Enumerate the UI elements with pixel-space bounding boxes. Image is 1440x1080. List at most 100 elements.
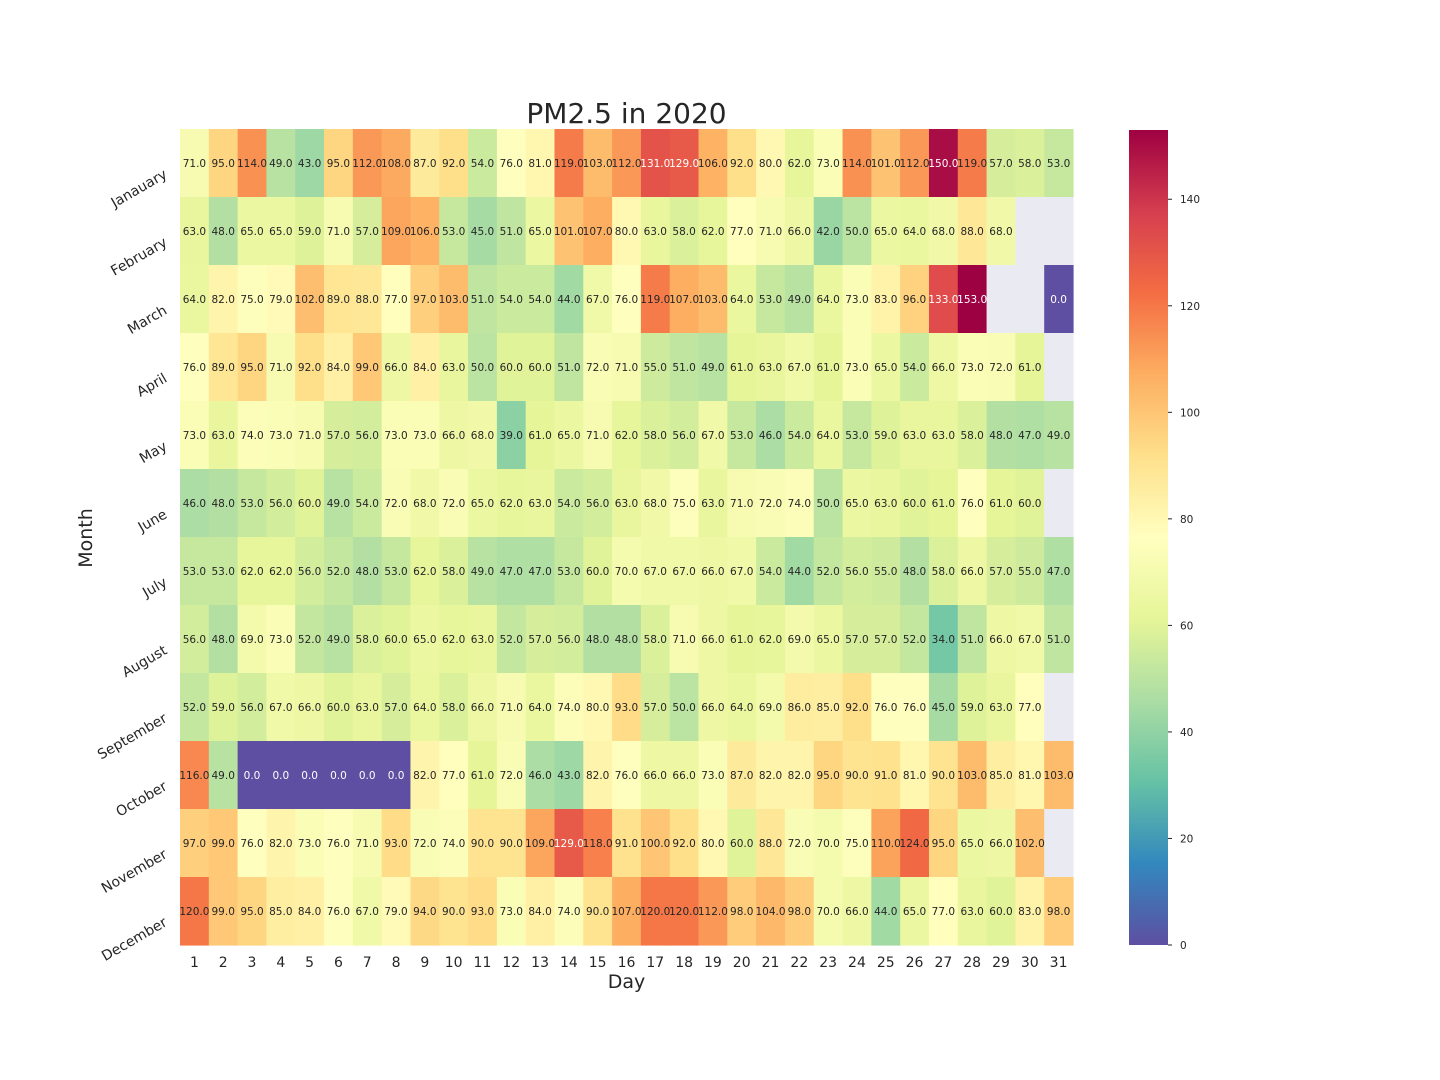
- y-tick-label: June: [135, 507, 170, 537]
- heatmap-cell: [784, 469, 815, 538]
- colorbar-tick-label: 80: [1180, 514, 1193, 526]
- heatmap-cell: [410, 877, 440, 946]
- heatmap-cell-label: 53.0: [845, 430, 868, 442]
- heatmap-cell: [842, 537, 872, 606]
- heatmap-cell-label: 49.0: [788, 294, 811, 306]
- heatmap-cell-label: 51.0: [1047, 634, 1070, 646]
- heatmap-cell-label: 47.0: [1018, 430, 1041, 442]
- heatmap-cell: [640, 741, 671, 810]
- heatmap-cell: [957, 265, 988, 334]
- heatmap-cell-label: 47.0: [528, 566, 551, 578]
- heatmap-cell: [957, 537, 988, 606]
- heatmap-cell: [525, 673, 556, 742]
- heatmap-cell-label: 65.0: [269, 226, 292, 238]
- heatmap-cell-label: 73.0: [845, 294, 868, 306]
- heatmap-cell: [842, 401, 872, 470]
- heatmap-cell-label: 63.0: [615, 498, 638, 510]
- heatmap-cell: [784, 877, 815, 946]
- heatmap-cell-label: 56.0: [298, 566, 321, 578]
- heatmap-cell-label: 77.0: [932, 906, 955, 918]
- heatmap-cell-label: 50.0: [816, 498, 839, 510]
- heatmap-cell-label: 64.0: [816, 430, 839, 442]
- heatmap-cell: [669, 129, 700, 198]
- heatmap-cell: [900, 877, 930, 946]
- heatmap-cell-label: 51.0: [500, 226, 523, 238]
- heatmap-cell-empty: [1044, 673, 1074, 742]
- heatmap-cell-label: 56.0: [586, 498, 609, 510]
- heatmap-cell: [756, 129, 786, 198]
- heatmap-cell-label: 52.0: [500, 634, 523, 646]
- heatmap-cell: [324, 197, 354, 266]
- heatmap-cell: [439, 537, 469, 606]
- heatmap-cell: [784, 129, 815, 198]
- heatmap-cell-label: 116.0: [179, 770, 209, 782]
- heatmap-cell-label: 150.0: [928, 158, 958, 170]
- heatmap-cell-label: 73.0: [500, 906, 523, 918]
- heatmap-cell: [180, 469, 210, 538]
- x-tick-label: 31: [1050, 955, 1068, 971]
- heatmap-cell: [352, 605, 383, 674]
- heatmap-cell: [1015, 333, 1045, 402]
- heatmap-cell: [1015, 605, 1045, 674]
- heatmap-cell: [727, 877, 757, 946]
- heatmap-cell: [1015, 741, 1045, 810]
- heatmap-cell: [468, 877, 498, 946]
- heatmap-cell-label: 71.0: [586, 430, 609, 442]
- heatmap-cell-label: 51.0: [672, 362, 695, 374]
- heatmap-cell: [957, 877, 988, 946]
- heatmap-cell-label: 87.0: [730, 770, 753, 782]
- heatmap-cell: [583, 265, 613, 334]
- heatmap-cell: [525, 469, 556, 538]
- heatmap-cell-label: 119.0: [554, 158, 584, 170]
- heatmap-cell: [698, 265, 728, 334]
- heatmap-cell: [669, 877, 700, 946]
- heatmap-cell: [842, 741, 872, 810]
- heatmap-cell: [381, 605, 412, 674]
- heatmap-cell-label: 71.0: [269, 362, 292, 374]
- heatmap-cell-label: 54.0: [500, 294, 523, 306]
- heatmap-cell: [180, 877, 210, 946]
- heatmap-cell-label: 92.0: [672, 838, 695, 850]
- heatmap-cell-label: 66.0: [788, 226, 811, 238]
- heatmap-cell-label: 64.0: [730, 702, 753, 714]
- heatmap-cell: [324, 265, 354, 334]
- heatmap-cell-label: 103.0: [698, 294, 728, 306]
- heatmap-cell: [784, 537, 815, 606]
- heatmap-cell-label: 89.0: [212, 362, 235, 374]
- heatmap-cell-label: 34.0: [932, 634, 955, 646]
- heatmap-cell-label: 112.0: [698, 906, 728, 918]
- heatmap-cell-label: 64.0: [730, 294, 753, 306]
- heatmap-cell-label: 65.0: [960, 838, 983, 850]
- heatmap-cell: [468, 333, 498, 402]
- heatmap-cell-label: 66.0: [960, 566, 983, 578]
- heatmap-cell: [900, 809, 930, 878]
- heatmap-cell-label: 72.0: [788, 838, 811, 850]
- heatmap-cell-label: 64.0: [413, 702, 436, 714]
- heatmap-cell: [986, 877, 1016, 946]
- heatmap-cell: [612, 877, 642, 946]
- heatmap-cell-label: 97.0: [413, 294, 436, 306]
- heatmap-cell-label: 109.0: [525, 838, 555, 850]
- heatmap-cell-label: 54.0: [759, 566, 782, 578]
- heatmap-cell-label: 75.0: [672, 498, 695, 510]
- heatmap-cell-label: 58.0: [644, 634, 667, 646]
- heatmap-cell-empty: [986, 265, 1016, 334]
- heatmap-cell: [583, 401, 613, 470]
- heatmap-cell: [324, 605, 354, 674]
- heatmap-cell: [554, 333, 584, 402]
- heatmap-cell-label: 58.0: [960, 430, 983, 442]
- heatmap-cell: [871, 469, 901, 538]
- heatmap-cell: [928, 469, 959, 538]
- heatmap-cell-label: 71.0: [759, 226, 782, 238]
- heatmap-cell-label: 66.0: [989, 634, 1012, 646]
- heatmap-cell-label: 60.0: [903, 498, 926, 510]
- heatmap-cell-label: 57.0: [644, 702, 667, 714]
- heatmap-cell-label: 63.0: [759, 362, 782, 374]
- heatmap-cell: [180, 333, 210, 402]
- heatmap-cell-label: 90.0: [845, 770, 868, 782]
- heatmap-cell: [842, 197, 872, 266]
- heatmap-cell: [583, 741, 613, 810]
- heatmap-cell: [554, 877, 584, 946]
- heatmap-cell: [698, 537, 728, 606]
- heatmap-cell-label: 62.0: [701, 226, 724, 238]
